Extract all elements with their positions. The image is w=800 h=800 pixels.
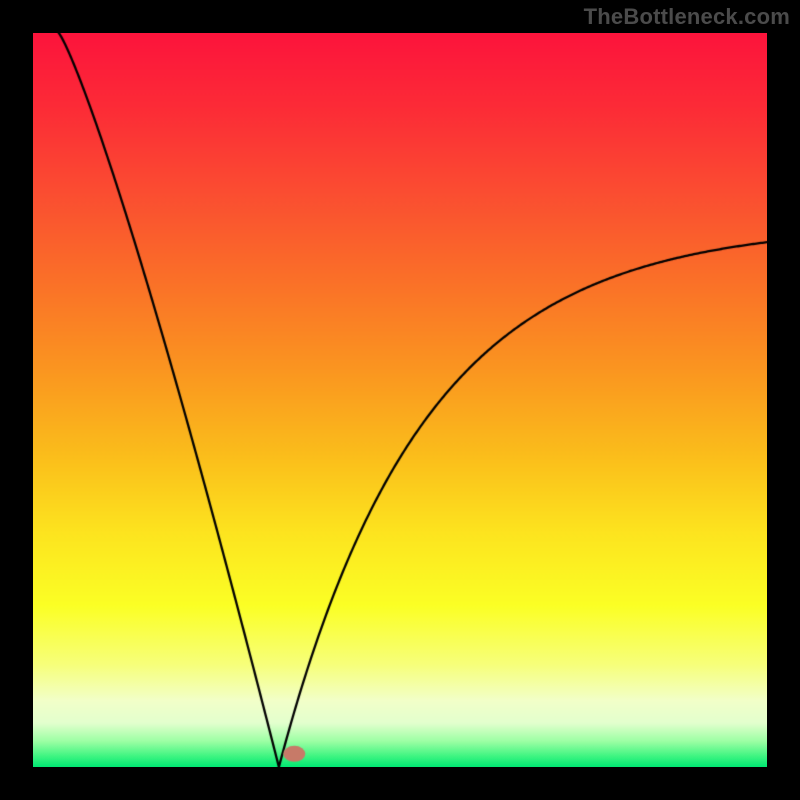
marker-layer (33, 33, 767, 767)
plot-area (33, 33, 767, 767)
chart-root: TheBottleneck.com (0, 0, 800, 800)
watermark-label: TheBottleneck.com (584, 4, 790, 30)
